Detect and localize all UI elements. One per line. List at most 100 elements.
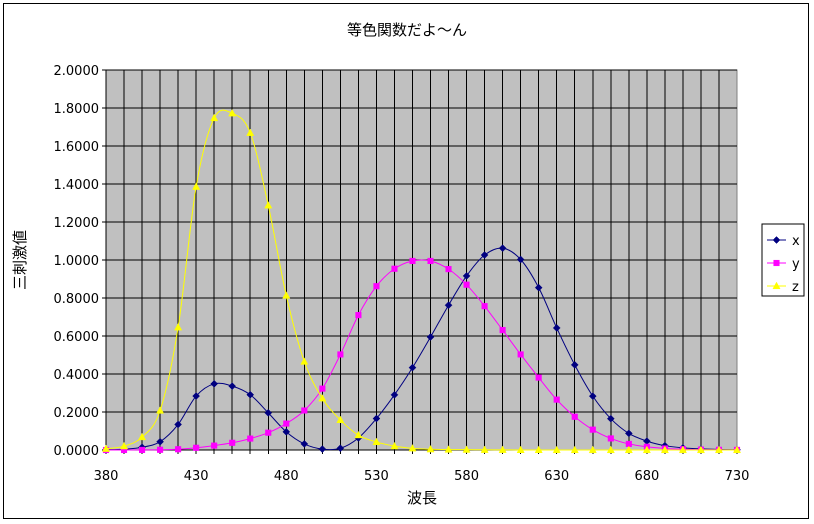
series-x-point [570, 361, 579, 369]
series-y-point [229, 439, 236, 446]
series-z-point [624, 445, 633, 454]
series-z-point [336, 415, 345, 423]
legend-entry-x: x [767, 234, 800, 249]
y-tick-label: 1.4000 [54, 178, 100, 193]
y-tick-label: 1.6000 [54, 140, 100, 155]
series-z-point [462, 445, 471, 453]
series-y-point [481, 303, 488, 310]
series-z-point [408, 444, 417, 452]
series-x-point [534, 283, 543, 292]
x-tick-label: 580 [454, 469, 479, 484]
series-y-point [517, 351, 524, 358]
series-z-point [354, 430, 363, 439]
legend-label-z: z [792, 280, 799, 295]
series-x-point [462, 272, 471, 280]
legend-marker-z [772, 281, 781, 290]
series-z-point [660, 445, 669, 454]
series-z-point [498, 445, 507, 453]
series-x-point [246, 390, 255, 399]
series-y-point [301, 407, 308, 414]
series-x-point [318, 445, 327, 453]
series-z-point [101, 444, 111, 452]
series-y-point [157, 446, 164, 453]
series-y-point [445, 266, 452, 273]
y-tick-label: 1.0000 [54, 254, 100, 269]
series-z-point [516, 445, 525, 453]
series-z-point [570, 445, 579, 454]
series-z-point [426, 444, 435, 453]
series-z-point [642, 445, 651, 454]
series-z-point [552, 445, 561, 454]
y-tick-label: 0.8000 [54, 292, 100, 307]
series-y-point [175, 446, 182, 453]
series-z-point [534, 445, 543, 454]
series-z-point [192, 182, 201, 190]
series-y-point [265, 429, 272, 436]
series-z-point [156, 406, 165, 414]
series-y-point [607, 435, 614, 442]
legend-entry-z: z [767, 280, 799, 295]
series-z-point [228, 108, 237, 117]
series-x-point [156, 437, 164, 446]
series-y-point [463, 281, 470, 288]
x-tick-label: 680 [634, 469, 659, 484]
series-y-point [211, 442, 218, 449]
series-z [101, 108, 742, 454]
series-x-point [300, 440, 309, 448]
series-y-point [589, 426, 596, 433]
series-y-point [247, 435, 254, 442]
series-y-point [139, 446, 146, 453]
series-z-point [264, 201, 273, 209]
series-x-point [282, 427, 291, 436]
series-x-point [480, 251, 489, 259]
series-y-point [427, 257, 434, 264]
series-z-point [210, 113, 219, 122]
series-z-point [714, 445, 723, 454]
series-x-point [552, 324, 561, 332]
series-y-point [373, 283, 380, 290]
chart-title: 等色関数だよ〜ん [347, 21, 467, 39]
series-z-point [606, 445, 615, 454]
series-z-point [732, 445, 742, 454]
x-tick-labels: 380 430 480 530 580 630 680 730 [94, 469, 750, 484]
y-tick-label: 0.6000 [54, 330, 100, 345]
series-y-point [319, 385, 326, 392]
series-x-point [588, 392, 597, 400]
series-x-point [444, 301, 453, 310]
series-x-point [624, 429, 633, 438]
series-z-point [678, 445, 687, 454]
x-tick-label: 530 [364, 469, 389, 484]
series-x-point [390, 390, 399, 399]
series-z-point [480, 445, 489, 453]
series-x-point [372, 414, 381, 423]
series-z-point [588, 445, 597, 454]
series-x-point [192, 392, 200, 400]
series-x-point [498, 244, 507, 253]
legend-entry-y: y [767, 257, 800, 272]
legend: xyz [761, 223, 805, 297]
legend-label-x: x [792, 234, 800, 249]
legend-marker-y [773, 259, 780, 267]
series-x-point [516, 255, 525, 264]
x-tick-label: 480 [274, 469, 299, 484]
series-y-point [499, 327, 506, 334]
series-y-point [535, 374, 542, 381]
x-tick-label: 380 [94, 469, 119, 484]
series-x-point [336, 444, 345, 453]
series-x-point [426, 333, 435, 341]
grid-lines [106, 69, 737, 450]
series-y-point [355, 312, 362, 319]
y-tick-label: 0.2000 [54, 406, 100, 421]
series-x-point [174, 420, 182, 429]
series-z-point [246, 128, 255, 136]
series-y-point [391, 265, 398, 272]
y-tick-label: 0.4000 [54, 368, 100, 383]
series-z-point [300, 357, 309, 365]
series-y-point [337, 351, 344, 358]
series-z-point [174, 323, 183, 331]
series-z-point [282, 291, 291, 299]
y-tick-label: 0.0000 [54, 444, 100, 459]
series-z-point [390, 441, 399, 450]
y-tick-labels: 0.0000 0.2000 0.4000 0.6000 0.8000 1.0000 1.20… [54, 64, 100, 459]
